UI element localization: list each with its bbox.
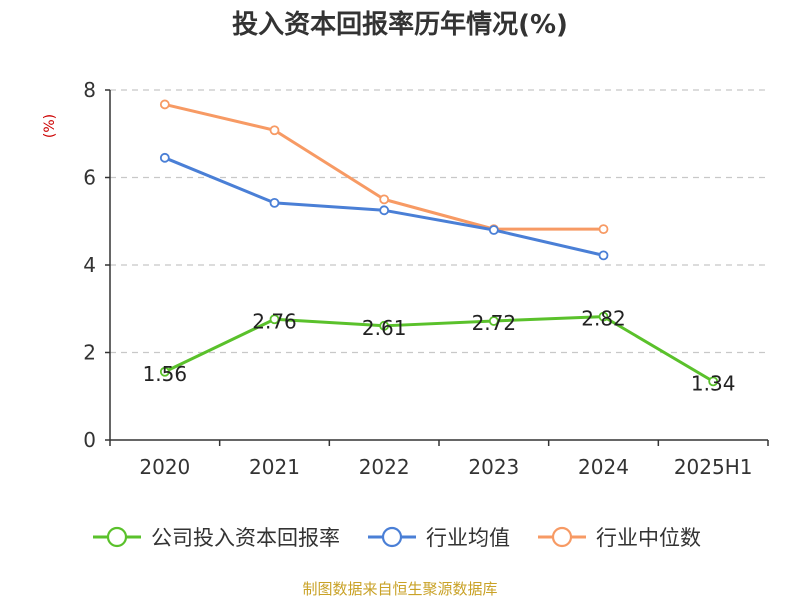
data-point-marker [269,314,280,325]
legend-swatch-marker [381,526,403,548]
data-point-marker [379,205,390,216]
data-point-marker [269,197,280,208]
series-line-0 [164,315,714,383]
data-point-marker [159,99,170,110]
legend-swatch-marker [106,526,128,548]
data-point-marker [598,250,609,261]
data-point-marker [488,316,499,326]
y-tick-label: 4 [83,253,96,277]
y-tick-label: 6 [83,166,96,190]
data-point-marker [598,224,609,235]
data-point-marker [708,376,719,387]
series-lines [159,99,719,387]
data-label: 2.72 [472,311,517,335]
x-tick-label: 2024 [578,455,629,479]
data-label: 2.76 [252,309,297,333]
chart-title: 投入资本回报率历年情况(%) [232,9,568,40]
data-point-marker [379,320,390,331]
legend: 公司投入资本回报率 行业均值 行业中位数 [93,526,701,550]
legend-label: 行业均值 [426,526,510,550]
x-tick-label: 2023 [468,455,519,479]
data-point-marker [598,311,609,322]
data-label: 2.82 [581,307,626,331]
legend-label: 行业中位数 [596,526,701,550]
data-label: 1.56 [143,362,188,386]
source-note: 制图数据来自恒生聚源数据库 [302,580,497,598]
y-axis-unit-label: (%) [42,114,58,138]
legend-swatch-marker [551,526,573,548]
y-tick-label: 2 [83,341,96,365]
legend-label: 公司投入资本回报率 [151,526,340,550]
data-point-marker [379,194,390,205]
x-tick-label: 2020 [139,455,190,479]
data-label: 2.61 [362,316,407,340]
data-point-marker [269,125,280,136]
x-tick-label: 2021 [249,455,300,479]
data-point-marker [159,366,170,377]
data-point-marker [159,152,170,163]
x-tick-label: 2022 [359,455,410,479]
x-tick-label: 2025H1 [674,455,753,479]
data-labels: 1.56 2.76 2.61 2.72 2.82 1.34 [143,307,736,396]
axes: 0 2 4 6 8 2020 2021 2022 2023 2024 2025H1 [83,78,769,479]
y-tick-label: 0 [83,428,96,452]
y-tick-label: 8 [83,78,96,102]
data-label: 1.34 [691,371,736,395]
data-point-marker [488,225,499,235]
